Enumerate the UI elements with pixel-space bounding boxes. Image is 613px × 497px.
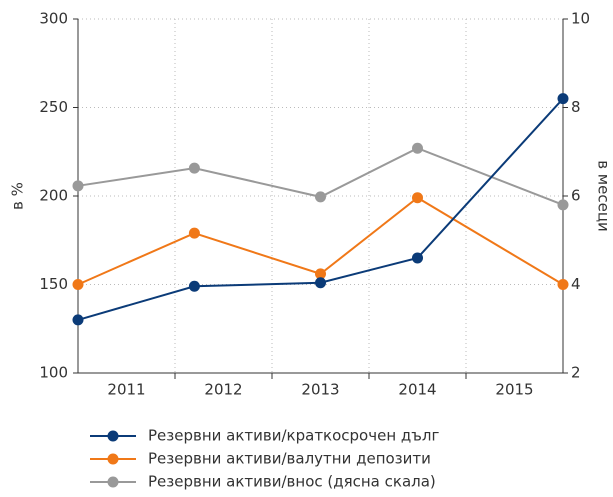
y2-tick-label: 4 — [571, 275, 581, 293]
y2-tick-label: 8 — [571, 98, 581, 116]
y-tick-label: 100 — [39, 364, 68, 382]
legend-marker — [107, 453, 119, 465]
y2-tick-label: 6 — [571, 187, 581, 205]
data-point — [557, 279, 569, 290]
data-point — [557, 199, 569, 211]
data-point — [188, 162, 200, 174]
x-tick-label: 2013 — [301, 381, 339, 399]
x-tick-label: 2011 — [107, 381, 145, 399]
legend-marker — [107, 476, 119, 488]
data-point — [72, 279, 84, 290]
data-point — [188, 280, 200, 292]
y2-axis-label: в месеци — [595, 160, 613, 232]
y-tick-label: 200 — [39, 187, 68, 205]
x-tick-label: 2012 — [204, 381, 242, 399]
y2-tick-label: 2 — [571, 364, 581, 382]
data-point — [188, 227, 200, 239]
data-point — [72, 314, 84, 326]
data-point — [412, 192, 423, 204]
y-axis-label: в % — [9, 182, 27, 210]
legend-marker — [107, 430, 119, 442]
y2-tick-label: 10 — [571, 10, 590, 28]
legend-label: Резервни активи/внос (дясна скала) — [148, 473, 436, 491]
data-point — [315, 268, 326, 280]
data-point — [315, 277, 326, 289]
data-point — [412, 252, 423, 264]
data-point — [557, 93, 569, 105]
data-point — [315, 191, 326, 203]
legend-label: Резервни активи/краткосрочен дълг — [148, 427, 439, 445]
x-tick-label: 2014 — [398, 381, 436, 399]
y-tick-label: 150 — [39, 275, 68, 293]
legend-label: Резервни активи/валутни депозити — [148, 450, 431, 468]
x-tick-label: 2015 — [495, 381, 533, 399]
data-point — [412, 142, 423, 154]
y-tick-label: 300 — [39, 10, 68, 28]
data-point — [72, 180, 84, 192]
y-tick-label: 250 — [39, 98, 68, 116]
